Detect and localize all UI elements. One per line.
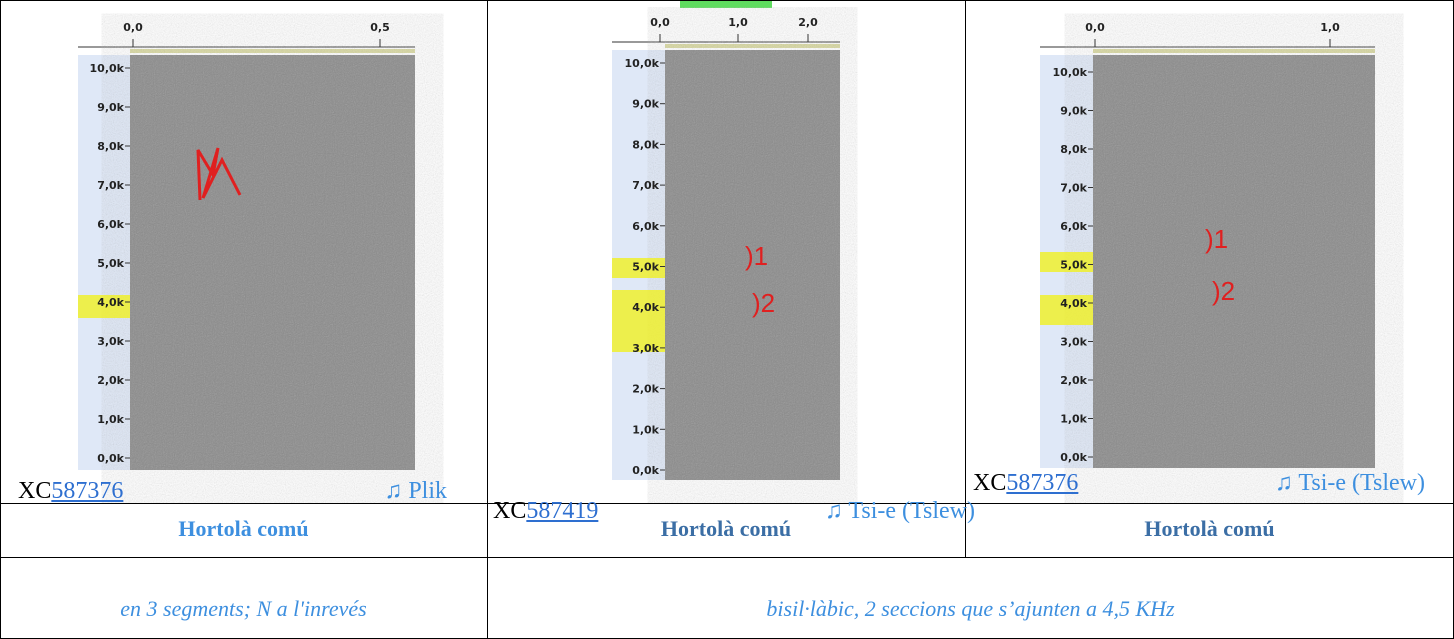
highlight — [612, 290, 665, 352]
y-tick-label: 7,0k — [1060, 182, 1087, 195]
highlight — [612, 258, 665, 278]
y-tick-label: 8,0k — [632, 138, 659, 151]
y-tick-label: 2,0k — [632, 383, 659, 396]
y-tick-label: 1,0k — [632, 423, 659, 436]
y-tick-label: 0,0k — [97, 452, 124, 465]
x-tick-label: 0,0 — [1085, 21, 1105, 34]
green-mark — [680, 0, 772, 8]
y-tick-label: 10,0k — [90, 62, 125, 75]
y-tick-label: 5,0k — [1060, 259, 1087, 272]
xc-link[interactable]: 587376 — [51, 478, 124, 504]
ruler-band — [665, 44, 840, 48]
caption-sound: ♫ Tsi-e (Tslew) — [824, 498, 975, 524]
xc-prefix: XC — [973, 470, 1007, 496]
ruler-band — [130, 49, 415, 53]
x-tick-label: 0,0 — [123, 21, 143, 34]
ruler — [1040, 15, 1375, 55]
caption-left: XC587376 — [973, 470, 1078, 497]
spectrograms: 0,0 0,5 10,0k 9,0k 8,0k 7,0k 6,0k 5,0k 4,0k 3,0k 2… — [78, 10, 1375, 480]
y-tick-label: 7,0k — [632, 179, 659, 192]
ruler — [612, 10, 840, 50]
annotation: )2 — [752, 288, 775, 318]
caption-sound: ♫ Plik — [384, 478, 447, 504]
spectrogram-noise — [665, 50, 840, 480]
y-tick-label: 1,0k — [1060, 413, 1087, 426]
y-tick-label: 4,0k — [632, 301, 659, 314]
caption-left: XC587419 — [493, 498, 598, 525]
species-name: Hortolà comú — [178, 516, 309, 541]
highlight — [78, 295, 130, 318]
scribble — [196, 147, 242, 201]
y-tick-label: 4,0k — [97, 296, 124, 309]
y-tick-label: 6,0k — [1060, 220, 1087, 233]
freq-axis — [78, 55, 130, 470]
y-tick-label: 8,0k — [97, 140, 124, 153]
description: en 3 segments; N a l'inrevés — [120, 596, 367, 621]
caption-left: XC587376 — [18, 478, 123, 505]
species-name: Hortolà comú — [1144, 516, 1275, 541]
xc-prefix: XC — [18, 478, 52, 504]
y-tick-label: 7,0k — [97, 179, 124, 192]
y-tick-label: 2,0k — [97, 374, 124, 387]
highlight — [1040, 252, 1093, 272]
y-tick-label: 9,0k — [1060, 105, 1087, 118]
y-tick-label: 5,0k — [97, 257, 124, 270]
y-tick-label: 1,0k — [97, 413, 124, 426]
description: bisil·làbic, 2 seccions que s’ajunten a … — [766, 596, 1175, 621]
annotation: )2 — [1212, 276, 1235, 306]
annotation: )1 — [1205, 224, 1228, 254]
spectrogram-noise — [130, 55, 415, 470]
y-tick-label: 9,0k — [97, 101, 124, 114]
x-tick-label: 1,0 — [728, 16, 748, 29]
x-tick-label: 0,5 — [370, 21, 390, 34]
y-tick-label: 3,0k — [1060, 336, 1087, 349]
x-tick-label: 0,0 — [650, 16, 670, 29]
y-tick-label: 9,0k — [632, 98, 659, 111]
highlight — [1040, 295, 1093, 325]
y-tick-label: 4,0k — [1060, 297, 1087, 310]
y-tick-label: 8,0k — [1060, 143, 1087, 156]
xc-prefix: XC — [493, 498, 527, 524]
y-tick-label: 10,0k — [1053, 66, 1088, 79]
y-tick-label: 0,0k — [632, 464, 659, 477]
ruler-band — [1093, 49, 1375, 53]
spectrogram-noise — [1093, 55, 1375, 468]
x-tick-label: 1,0 — [1320, 21, 1340, 34]
y-tick-label: 5,0k — [632, 261, 659, 274]
annotation: )1 — [745, 241, 768, 271]
y-tick-label: 3,0k — [97, 335, 124, 348]
xc-link[interactable]: 587419 — [526, 498, 599, 524]
y-tick-label: 0,0k — [1060, 451, 1087, 464]
caption-sound: ♫ Tsi-e (Tslew) — [1274, 470, 1425, 496]
y-tick-label: 3,0k — [632, 342, 659, 355]
y-tick-label: 6,0k — [632, 220, 659, 233]
y-tick-label: 6,0k — [97, 218, 124, 231]
species-name: Hortolà comú — [660, 516, 792, 541]
x-tick-label: 2,0 — [798, 16, 818, 29]
xc-link[interactable]: 587376 — [1006, 470, 1079, 496]
ruler — [78, 15, 415, 55]
y-tick-label: 2,0k — [1060, 374, 1087, 387]
y-tick-label: 10,0k — [625, 57, 660, 70]
